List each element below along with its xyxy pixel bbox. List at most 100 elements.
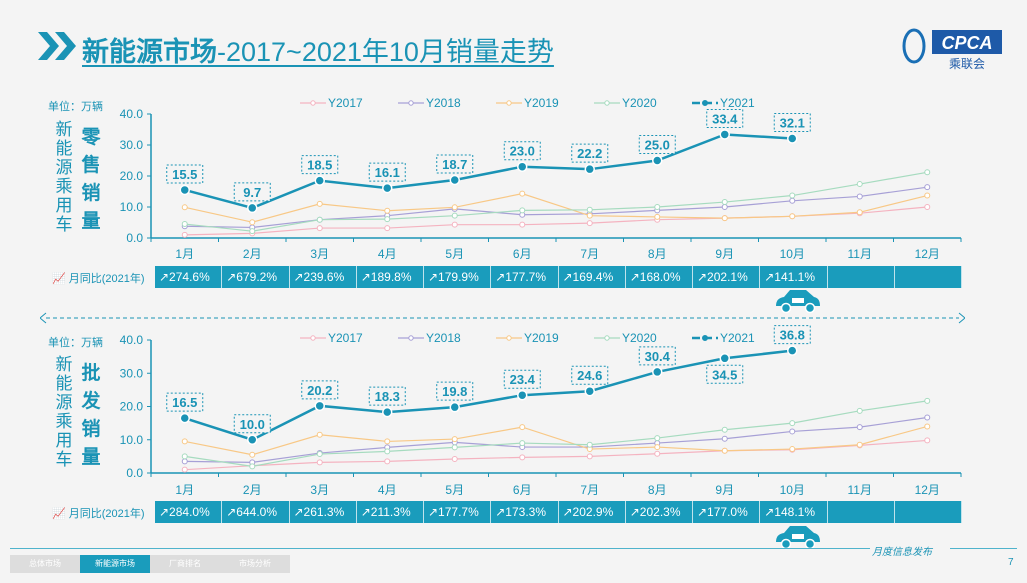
data-point-Y2020 (654, 435, 661, 442)
data-label-box (706, 108, 744, 128)
data-point-Y2021 (382, 182, 393, 194)
tab-maker-ranking[interactable]: 厂商排名 (150, 555, 220, 573)
series-line-Y2021 (184, 133, 793, 210)
data-point-Y2019 (856, 209, 863, 216)
x-tick-label: 9月 (715, 483, 734, 497)
data-point-Y2020 (249, 228, 256, 235)
y-tick-label: 20.0 (120, 400, 144, 414)
y-tick-label: 30.0 (120, 138, 144, 152)
x-tick-label: 8月 (648, 247, 667, 261)
data-label-box (368, 386, 406, 406)
data-point-Y2020 (316, 216, 323, 223)
data-point-Y2017 (924, 437, 931, 444)
x-tick-label: 5月 (445, 483, 464, 497)
data-label-box (301, 155, 339, 175)
data-label: 9.7 (243, 185, 261, 200)
series-line-Y2018 (184, 416, 928, 463)
data-point-Y2019 (249, 219, 256, 226)
data-label: 23.4 (510, 372, 536, 387)
x-tick-label: 8月 (648, 483, 667, 497)
legend-label: Y2018 (426, 331, 461, 345)
data-point-Y2021 (787, 133, 798, 144)
data-label: 10.0 (240, 417, 265, 432)
monthly-release-label: 月度信息发布 (872, 547, 932, 558)
data-point-Y2019 (924, 192, 931, 199)
data-point-Y2020 (519, 207, 526, 214)
legend-marker (604, 335, 610, 341)
footer-divider (10, 548, 870, 549)
data-point-Y2019 (654, 444, 661, 451)
data-label: 19.8 (442, 384, 467, 399)
data-label-box (773, 112, 811, 132)
y-tick-label: 0.0 (126, 231, 143, 245)
page-title: 新能源市场-2017~2021年10月销量走势 (82, 37, 554, 67)
data-point-Y2017 (384, 458, 391, 465)
data-label-box (638, 346, 676, 366)
data-point-Y2019 (384, 438, 391, 445)
legend-label: Y2021 (720, 96, 755, 110)
yoy-label: 📈 月同比(2021年) (52, 273, 145, 285)
series-line-Y2021 (184, 349, 793, 442)
data-label-box (503, 369, 541, 389)
y-tick-label: 30.0 (120, 366, 144, 380)
tab-nev-market[interactable]: 新能源市场 (80, 555, 150, 573)
data-point-Y2019 (384, 207, 391, 214)
data-point-Y2018 (181, 458, 188, 465)
data-point-Y2021 (517, 161, 528, 172)
x-tick-label: 3月 (310, 483, 329, 497)
data-point-Y2021 (652, 366, 663, 378)
data-point-Y2017 (654, 450, 661, 457)
legend-marker (604, 100, 610, 106)
chart-title: 零售销量 (81, 127, 101, 232)
data-point-Y2017 (316, 225, 323, 232)
yoy-cell: ↗169.4% (558, 266, 626, 288)
data-point-Y2017 (451, 221, 458, 228)
data-point-Y2019 (316, 200, 323, 207)
svg-text:CPCA: CPCA (941, 33, 992, 53)
x-tick-label: 11月 (848, 483, 872, 497)
data-point-Y2020 (856, 181, 863, 188)
data-point-Y2020 (451, 444, 458, 451)
yoy-cell: ↗239.6% (289, 266, 357, 288)
legend-label: Y2021 (720, 331, 755, 345)
data-label: 15.5 (172, 167, 197, 182)
divider-arrows (40, 312, 965, 324)
data-point-Y2020 (586, 206, 593, 213)
tab-overall-market[interactable]: 总体市场 (10, 555, 80, 573)
data-point-Y2020 (384, 448, 391, 455)
data-label-box (233, 414, 271, 434)
yoy-cell: ↗211.3% (356, 501, 424, 523)
yoy-cell: ↗679.2% (222, 266, 290, 288)
data-point-Y2019 (181, 204, 188, 211)
data-label-box (571, 365, 609, 385)
data-point-Y2018 (789, 428, 796, 435)
tab-market-analysis[interactable]: 市场分析 (220, 555, 290, 573)
yoy-cell: ↗173.3% (491, 501, 559, 523)
y-tick-label: 40.0 (120, 107, 144, 121)
data-point-Y2019 (181, 438, 188, 445)
data-point-Y2018 (856, 193, 863, 200)
yoy-cell: ↗261.3% (289, 501, 357, 523)
y-tick-label: 40.0 (120, 333, 144, 347)
data-label-box (503, 141, 541, 161)
data-point-Y2020 (586, 441, 593, 448)
chevron-right-icon (38, 32, 76, 60)
data-point-Y2018 (856, 424, 863, 431)
data-label: 18.5 (307, 158, 332, 173)
x-tick-label: 7月 (580, 247, 599, 261)
data-point-Y2020 (924, 397, 931, 404)
legend-marker (408, 335, 414, 341)
data-label: 32.1 (780, 115, 805, 130)
data-label-box (773, 325, 811, 345)
footer-tabs: 总体市场 新能源市场 厂商排名 市场分析 (10, 555, 290, 573)
legend-marker (702, 100, 708, 106)
data-point-Y2017 (924, 204, 931, 210)
yoy-cell: ↗189.8% (356, 266, 424, 288)
data-point-Y2021 (179, 412, 190, 424)
yoy-cell (894, 266, 962, 288)
retail-chart: 40.0 30.0 20.0 10.0 0.0 1月 2月 3月 4月 5月 6月 7月 8月 9月 10月… (120, 96, 962, 261)
yoy-label: 📈 月同比(2021年) (52, 508, 145, 520)
data-label: 30.4 (645, 349, 671, 364)
data-point-Y2017 (586, 453, 593, 460)
data-point-Y2021 (719, 129, 730, 140)
